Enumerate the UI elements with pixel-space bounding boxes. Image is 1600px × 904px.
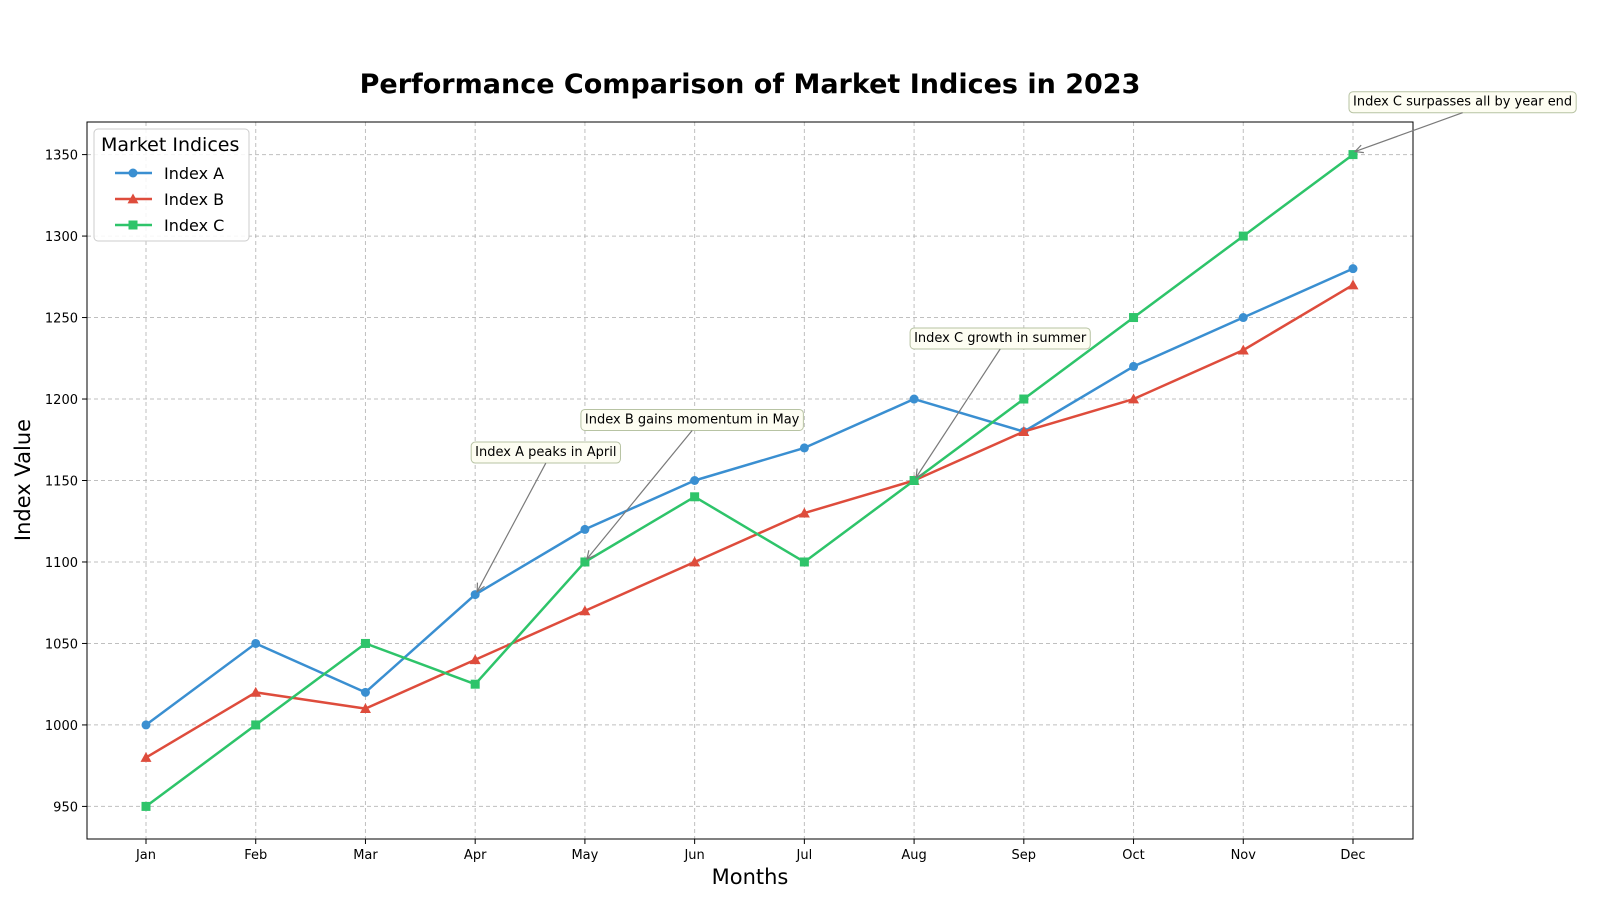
data-point-index-a-jul	[799, 443, 809, 453]
series-line-index-b	[145, 283, 1354, 759]
x-tick-label-apr: Apr	[464, 848, 487, 863]
x-tick-label-jun: Jun	[683, 848, 704, 863]
data-point-index-b-oct	[1128, 393, 1140, 404]
data-point-index-c-may	[580, 557, 590, 567]
x-tick-label-sep: Sep	[1012, 848, 1037, 863]
annotation-3-arrow-line	[915, 348, 1001, 478]
data-point-index-b-mar	[359, 703, 371, 714]
legend-label-index-a: Index A	[164, 164, 224, 183]
y-tick-label-1100: 1100	[45, 556, 78, 571]
data-point-index-a-nov	[1238, 313, 1248, 323]
legend-label-index-b: Index B	[164, 190, 224, 209]
grid	[87, 122, 1413, 839]
legend-title: Market Indices	[101, 134, 239, 156]
x-tick-label-may: May	[571, 848, 598, 863]
legend-label-index-c: Index C	[164, 216, 224, 235]
annotation-2-arrow-line	[586, 430, 693, 560]
y-tick-label-1050: 1050	[45, 637, 78, 652]
data-point-index-c-feb	[251, 720, 261, 730]
annotation-4-arrow-line	[1354, 112, 1463, 153]
series-layer	[140, 150, 1359, 811]
data-point-index-b-nov	[1237, 344, 1249, 355]
y-tick-label-1150: 1150	[45, 475, 78, 490]
series-index-c	[141, 150, 1358, 811]
chart-title: Performance Comparison of Market Indices…	[360, 69, 1141, 100]
annotation-2-text: Index B gains momentum in May	[585, 412, 800, 427]
data-point-index-a-feb	[251, 638, 261, 648]
data-point-index-a-apr	[470, 590, 480, 600]
y-tick-label-1250: 1250	[45, 312, 78, 327]
x-tick-label-jan: Jan	[135, 848, 156, 863]
x-axis-ticks: Jan Feb Mar Apr May Jun Jul Aug Sep Oct Nov Dec	[135, 839, 1366, 863]
annotations: Index A peaks in April Index B gains mome…	[470, 91, 1577, 593]
legend: Market Indices Index A Index B Index C	[93, 128, 250, 242]
data-point-index-b-jan	[140, 752, 152, 762]
y-tick-label-1000: 1000	[45, 719, 78, 734]
y-tick-label-950: 950	[53, 800, 78, 815]
x-axis-title: Months	[712, 865, 789, 889]
data-point-index-c-jul	[799, 557, 809, 567]
annotation-3-arrow-head	[915, 468, 925, 479]
annotation-4-text: Index C surpasses all by year end	[1353, 95, 1572, 110]
annotation-1-text: Index A peaks in April	[475, 445, 616, 460]
data-point-index-a-jan	[141, 720, 151, 730]
data-point-index-b-jul	[798, 507, 810, 518]
data-point-index-a-oct	[1129, 361, 1139, 371]
data-point-index-a-may	[580, 524, 590, 534]
data-point-index-c-apr	[470, 679, 480, 689]
x-tick-label-mar: Mar	[353, 848, 378, 863]
legend-marker-index-c	[128, 220, 138, 230]
data-point-index-c-aug	[909, 476, 919, 485]
x-tick-label-dec: Dec	[1340, 848, 1365, 863]
data-point-index-c-nov	[1238, 231, 1248, 241]
series-line-index-c	[145, 153, 1354, 808]
annotation-2-arrow-head	[586, 550, 596, 561]
data-point-index-b-sep	[1018, 426, 1030, 437]
annotation-4-arrow-head	[1353, 144, 1364, 154]
data-point-index-a-aug	[909, 394, 919, 404]
legend-items: Index A Index B Index C	[115, 164, 224, 235]
x-tick-label-jul: Jul	[796, 848, 813, 863]
data-point-index-c-mar	[360, 638, 370, 648]
x-tick-label-feb: Feb	[244, 848, 267, 863]
y-axis-ticks: 950 1000 1050 1100 1150 1200 1250 1300 1350	[45, 149, 87, 815]
data-point-index-c-sep	[1019, 394, 1029, 404]
data-point-index-c-oct	[1129, 313, 1139, 323]
data-point-index-b-dec	[1347, 279, 1359, 290]
series-index-a	[141, 264, 1358, 730]
y-tick-label-1350: 1350	[45, 149, 78, 164]
annotation-2: Index B gains momentum in May	[580, 408, 804, 561]
data-point-index-b-apr	[469, 654, 481, 665]
series-index-b	[140, 279, 1359, 762]
y-axis-title: Index Value	[11, 419, 35, 541]
series-line-index-a	[145, 267, 1354, 726]
annotation-4: Index C surpasses all by year end	[1348, 91, 1577, 154]
legend-marker-index-b	[127, 193, 139, 204]
annotation-1: Index A peaks in April	[470, 441, 621, 593]
x-tick-label-nov: Nov	[1231, 848, 1257, 863]
data-point-index-c-jun	[690, 492, 700, 502]
data-point-index-c-jan	[141, 801, 151, 811]
annotation-3-text: Index C growth in summer	[914, 331, 1087, 346]
x-tick-label-aug: Aug	[901, 848, 926, 863]
data-point-index-a-jun	[690, 476, 700, 485]
data-point-index-a-mar	[360, 687, 370, 697]
annotation-3: Index C growth in summer	[909, 327, 1091, 479]
annotation-1-arrow-head	[476, 582, 485, 593]
data-point-index-b-may	[579, 605, 591, 616]
annotation-1-arrow-line	[476, 462, 547, 592]
data-point-index-c-dec	[1348, 150, 1358, 160]
legend-marker-index-a	[128, 168, 138, 178]
legend-box	[93, 128, 250, 242]
data-point-index-b-jun	[689, 556, 701, 567]
x-tick-label-oct: Oct	[1122, 848, 1144, 863]
data-point-index-a-dec	[1348, 264, 1358, 274]
y-tick-label-1300: 1300	[45, 230, 78, 245]
y-tick-label-1200: 1200	[45, 393, 78, 408]
data-point-index-b-feb	[250, 686, 262, 697]
